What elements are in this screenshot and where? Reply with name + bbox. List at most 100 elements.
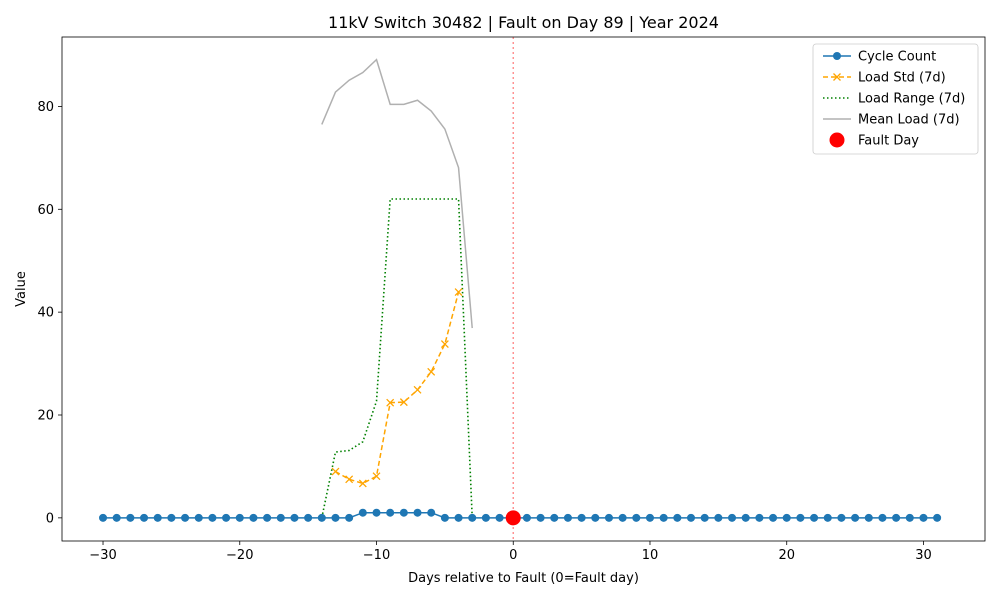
cycle-count-point <box>604 513 613 522</box>
legend-box <box>812 43 979 155</box>
cycle-count-point <box>167 513 176 522</box>
cycle-count-point <box>810 513 819 522</box>
load-std-point <box>399 398 408 407</box>
cycle-count-point <box>345 513 354 522</box>
cycle-count-point <box>331 513 340 522</box>
cycle-count-point <box>714 513 723 522</box>
legend-label: Fault Day <box>858 134 919 149</box>
x-tick-label: −20 <box>226 548 253 563</box>
cycle-count-point <box>495 513 504 522</box>
cycle-count-point <box>427 508 436 517</box>
cycle-count-point <box>399 508 408 517</box>
cycle-count-point <box>235 513 244 522</box>
cycle-count-point <box>632 513 641 522</box>
y-tick-label: 20 <box>37 409 54 424</box>
load-std-point <box>386 398 395 407</box>
cycle-count-point <box>194 513 203 522</box>
y-tick-label: 40 <box>37 306 54 321</box>
cycle-count-point <box>618 513 627 522</box>
cycle-count-point <box>673 513 682 522</box>
series-line-mean-load-7d <box>321 58 473 329</box>
cycle-count-point <box>222 513 231 522</box>
cycle-count-point <box>454 513 463 522</box>
y-axis-label: Value <box>14 271 29 307</box>
cycle-count-point <box>304 513 313 522</box>
cycle-count-point <box>659 513 668 522</box>
cycle-count-point <box>823 513 832 522</box>
axis-ticks: −30 −20 −10 0 10 20 30 0 20 40 60 80 <box>37 100 931 563</box>
legend-x-marker <box>833 73 841 81</box>
cycle-count-point <box>892 513 901 522</box>
cycle-count-point <box>851 513 860 522</box>
x-axis-label: Days relative to Fault (0=Fault day) <box>408 571 639 586</box>
cycle-count-point <box>372 508 381 517</box>
cycle-count-point <box>933 513 942 522</box>
cycle-count-point <box>864 513 873 522</box>
fault-day-marker <box>505 510 521 526</box>
load-std-point <box>331 467 340 476</box>
x-tick-label: 10 <box>642 548 659 563</box>
x-tick-label: 0 <box>509 548 517 563</box>
cycle-count-point <box>796 513 805 522</box>
legend-label: Load Std (7d) <box>858 71 946 86</box>
cycle-count-point <box>112 513 121 522</box>
cycle-count-point <box>755 513 764 522</box>
cycle-count-point <box>919 513 928 522</box>
legend-label: Cycle Count <box>858 50 936 65</box>
legend-fault-marker <box>829 132 845 148</box>
cycle-count-point <box>468 513 477 522</box>
chart-title: 11kV Switch 30482 | Fault on Day 89 | Ye… <box>328 13 719 32</box>
cycle-count-point <box>386 508 395 517</box>
load-std-point <box>372 472 381 481</box>
cycle-count-point <box>249 513 258 522</box>
legend: Cycle Count Load Std (7d) Load Range (7d) M… <box>812 43 979 155</box>
cycle-count-point <box>413 508 422 517</box>
cycle-count-point <box>878 513 887 522</box>
cycle-count-point <box>728 513 737 522</box>
cycle-count-point <box>769 513 778 522</box>
cycle-count-point <box>481 513 490 522</box>
load-std-point <box>454 288 463 297</box>
cycle-count-point <box>99 513 108 522</box>
cycle-count-point <box>126 513 135 522</box>
cycle-count-point <box>645 513 654 522</box>
cycle-count-point <box>687 513 696 522</box>
cycle-count-point <box>140 513 149 522</box>
cycle-count-point <box>577 513 586 522</box>
x-tick-label: 30 <box>915 548 932 563</box>
load-std-point <box>440 340 449 348</box>
cycle-count-point <box>358 508 367 517</box>
y-tick-label: 0 <box>46 511 54 526</box>
cycle-count-point <box>208 513 217 522</box>
axes-frame <box>61 36 986 542</box>
load-std-point <box>427 367 436 376</box>
cycle-count-point <box>563 513 572 522</box>
y-tick-label: 80 <box>37 100 54 115</box>
y-tick-label: 60 <box>37 203 54 218</box>
cycle-count-point <box>317 513 326 522</box>
plot-area <box>99 37 942 541</box>
cycle-count-point <box>591 513 600 522</box>
legend-dot <box>833 52 841 60</box>
load-std-point <box>345 475 354 484</box>
legend-label: Load Range (7d) <box>858 92 965 107</box>
cycle-count-point <box>522 513 531 522</box>
cycle-count-point <box>741 513 750 522</box>
x-tick-label: −10 <box>363 548 390 563</box>
cycle-count-point <box>181 513 190 522</box>
legend-label: Mean Load (7d) <box>858 113 960 128</box>
x-tick-label: −30 <box>89 548 116 563</box>
cycle-count-point <box>276 513 285 522</box>
cycle-count-point <box>837 513 846 522</box>
cycle-count-point <box>263 513 272 522</box>
cycle-count-point <box>782 513 791 522</box>
cycle-count-point <box>905 513 914 522</box>
cycle-count-point <box>440 513 449 522</box>
cycle-count-point <box>550 513 559 522</box>
cycle-count-point <box>536 513 545 522</box>
x-tick-label: 20 <box>778 548 795 563</box>
cycle-count-point <box>700 513 709 522</box>
load-std-point <box>358 479 367 488</box>
load-std-point <box>413 385 422 394</box>
